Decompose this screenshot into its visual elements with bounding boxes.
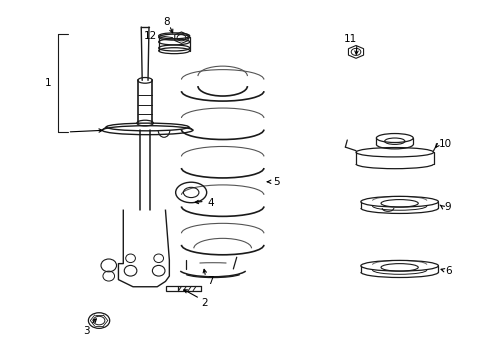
Text: 3: 3 [83, 326, 90, 336]
Text: 2: 2 [201, 298, 207, 308]
FancyBboxPatch shape [165, 286, 177, 291]
Text: 7: 7 [207, 276, 213, 287]
Text: 4: 4 [207, 198, 213, 208]
Text: 8: 8 [163, 17, 170, 27]
Text: 5: 5 [272, 177, 279, 187]
Text: 12: 12 [143, 31, 156, 41]
Text: 11: 11 [343, 35, 356, 44]
Text: 10: 10 [438, 139, 451, 149]
Text: 6: 6 [444, 266, 450, 276]
Text: 1: 1 [45, 78, 51, 88]
Text: 9: 9 [444, 202, 450, 212]
